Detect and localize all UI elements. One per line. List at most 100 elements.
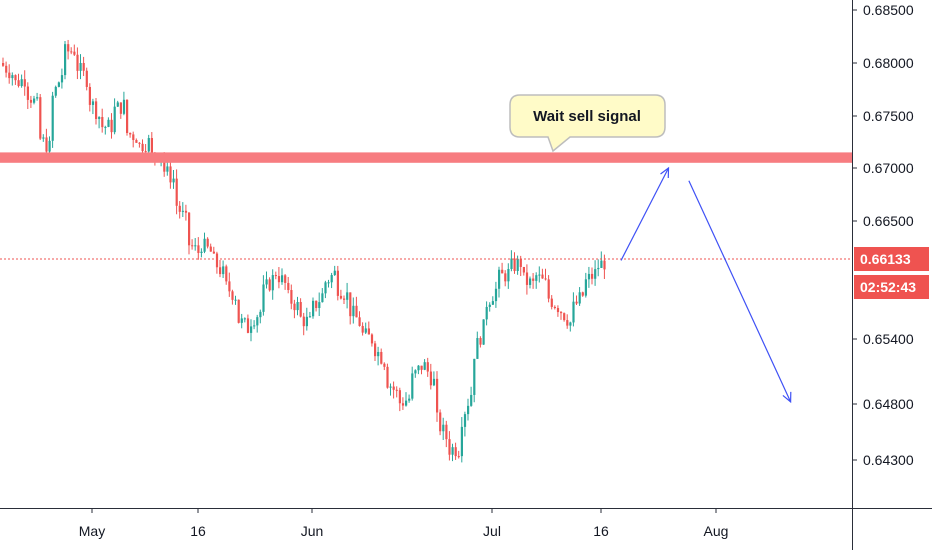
x-tick-label: Aug	[704, 523, 729, 539]
candle-body	[463, 414, 467, 427]
candle-body	[79, 63, 82, 71]
candle-body	[494, 288, 498, 302]
candle-body	[457, 456, 460, 458]
candle-body	[17, 80, 20, 87]
candle-body	[42, 137, 45, 139]
annotations: Wait sell signal	[0, 94, 852, 404]
candle-body	[501, 269, 504, 274]
candle-body	[138, 142, 141, 144]
candle-body	[414, 370, 417, 374]
candle-body	[525, 272, 529, 285]
candle-body	[188, 212, 191, 246]
candle-body	[333, 270, 336, 276]
candle-body	[29, 99, 33, 103]
candle-body	[45, 137, 48, 152]
candle-body	[535, 275, 538, 281]
candle-body	[436, 378, 439, 413]
candle-body	[519, 258, 522, 267]
candle-body	[442, 424, 445, 432]
candles	[2, 39, 606, 463]
y-tick-label: 0.64800	[863, 396, 914, 412]
candle-body	[352, 305, 355, 317]
candle-body	[405, 400, 408, 406]
candle-body	[191, 245, 194, 247]
candle-body	[510, 258, 513, 270]
candle-body	[243, 318, 246, 320]
candle-body	[101, 116, 104, 128]
candle-body	[544, 278, 547, 280]
candle-body	[98, 116, 101, 120]
candle-body	[203, 238, 206, 252]
resistance-zone	[0, 152, 852, 163]
candle-body	[575, 301, 578, 304]
candle-body	[398, 390, 401, 404]
candle-body	[147, 138, 150, 152]
candle-body	[163, 155, 166, 172]
candle-body	[212, 251, 215, 254]
candle-body	[324, 282, 327, 294]
forecast-arrow-down	[688, 180, 792, 403]
candle-body	[374, 343, 377, 357]
candle-body	[584, 279, 587, 296]
candle-body	[587, 273, 591, 280]
candle-body	[581, 292, 584, 296]
x-tick-label: 16	[190, 523, 206, 539]
candle-body	[467, 405, 470, 415]
candle-body	[556, 308, 560, 313]
candle-body	[498, 269, 501, 289]
candle-body	[417, 365, 420, 371]
candle-body	[522, 266, 525, 273]
candle-body	[553, 306, 556, 309]
candle-body	[281, 275, 284, 283]
candle-body	[126, 99, 129, 133]
y-tick-label: 0.64300	[863, 452, 914, 468]
candle-body	[479, 338, 482, 345]
candle-body	[603, 260, 606, 270]
candle-body	[265, 279, 268, 285]
candle-body	[315, 300, 318, 309]
candle-body	[225, 266, 228, 282]
y-tick-label: 0.67000	[863, 160, 914, 176]
candle-body	[504, 273, 507, 282]
candle-body	[560, 312, 563, 314]
candle-body	[572, 301, 575, 323]
candle-body	[563, 313, 566, 321]
candle-body	[597, 267, 600, 270]
candle-body	[305, 316, 308, 327]
candle-body	[330, 275, 333, 283]
candle-body	[57, 82, 60, 87]
y-tick-label: 0.66500	[863, 213, 914, 229]
candle-body	[181, 210, 184, 212]
candle-body	[339, 295, 343, 299]
candle-body	[51, 95, 54, 141]
candle-body	[200, 251, 203, 253]
candle-body	[33, 98, 36, 103]
candle-body	[600, 260, 603, 268]
candle-body	[2, 63, 5, 66]
x-tick-label: 16	[593, 523, 609, 539]
candle-body	[175, 178, 178, 206]
candle-body	[113, 106, 116, 133]
candle-body	[215, 253, 219, 268]
time-axis: May 16 Jun Jul 16 Aug	[0, 508, 932, 539]
candle-body	[336, 270, 339, 296]
candle-body	[48, 140, 51, 152]
candle-body	[85, 70, 88, 87]
candle-body	[454, 447, 457, 457]
candle-body	[107, 119, 110, 127]
candle-body	[432, 378, 436, 386]
candle-body	[358, 317, 361, 326]
candle-body	[197, 245, 200, 253]
candle-body	[54, 86, 57, 96]
candle-body	[194, 245, 197, 247]
candle-body	[116, 102, 119, 107]
candle-body	[178, 205, 181, 212]
candle-body	[122, 99, 126, 114]
countdown-badge	[854, 275, 929, 299]
candle-body	[343, 298, 346, 300]
candle-body	[287, 282, 290, 291]
y-tick-label: 0.68500	[863, 2, 914, 18]
callout-text: Wait sell signal	[533, 108, 641, 125]
candle-body	[256, 317, 259, 326]
